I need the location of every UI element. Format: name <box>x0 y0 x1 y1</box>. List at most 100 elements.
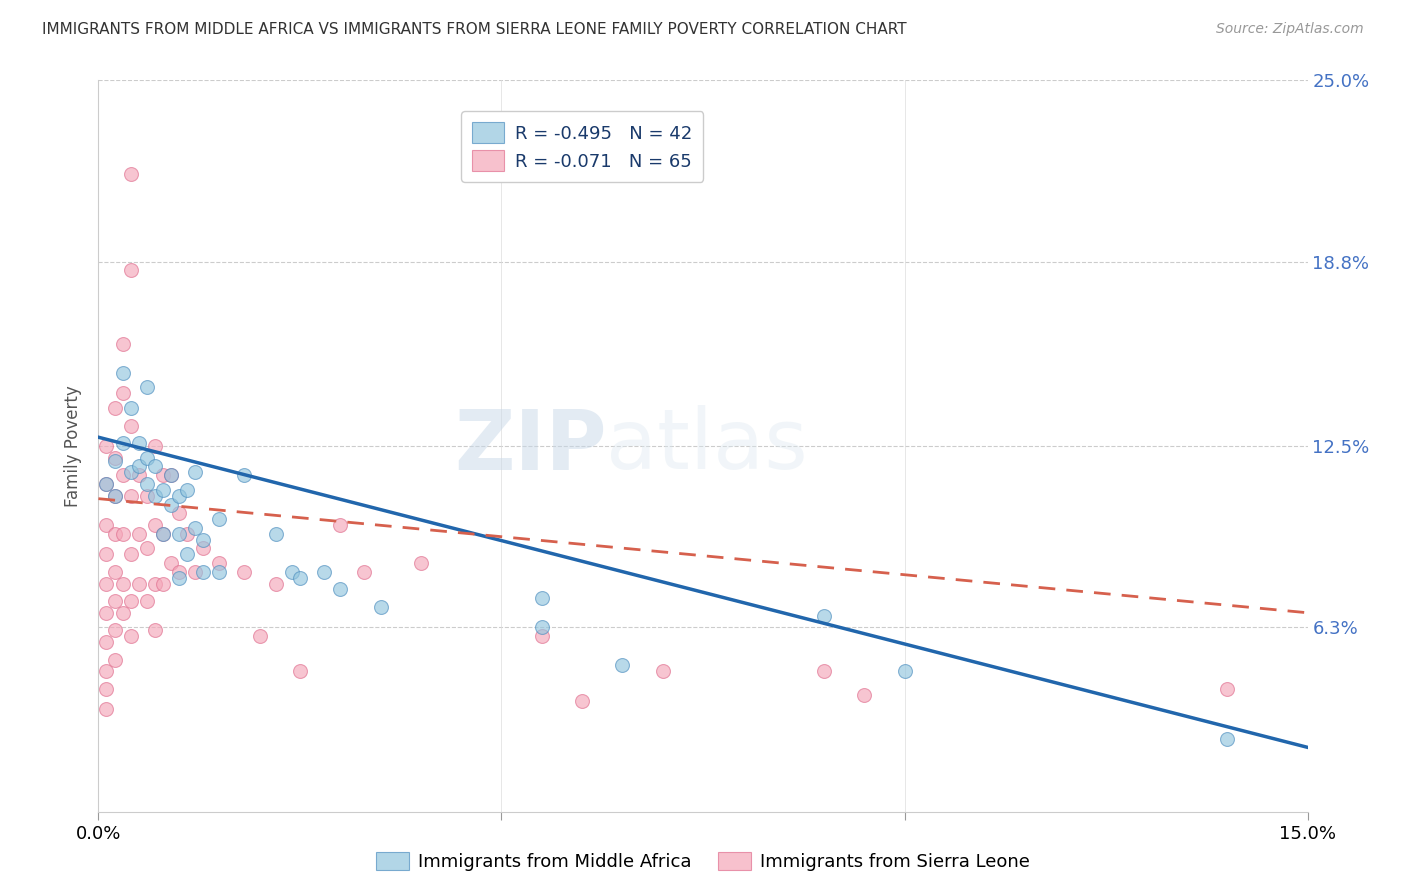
Point <box>135 541 157 556</box>
Point <box>152 483 174 497</box>
Point <box>103 401 125 415</box>
Point <box>232 468 254 483</box>
Point <box>111 366 134 380</box>
Point <box>135 450 157 465</box>
Point <box>103 489 125 503</box>
Point <box>103 594 125 608</box>
Point <box>152 576 174 591</box>
Point <box>96 439 118 453</box>
Point <box>314 565 336 579</box>
Point <box>135 380 157 394</box>
Point <box>120 418 142 433</box>
Point <box>193 533 215 547</box>
Point <box>370 599 392 614</box>
Point <box>176 547 198 561</box>
Point <box>353 565 375 579</box>
Point <box>249 629 271 643</box>
Point <box>111 336 134 351</box>
Point <box>329 518 352 533</box>
Point <box>103 489 125 503</box>
Legend: R = -0.495   N = 42, R = -0.071   N = 65: R = -0.495 N = 42, R = -0.071 N = 65 <box>461 112 703 182</box>
Point <box>208 556 231 570</box>
Point <box>96 702 118 716</box>
Point <box>167 571 190 585</box>
Point <box>160 498 183 512</box>
Point <box>111 576 134 591</box>
Point <box>167 526 190 541</box>
Point <box>152 526 174 541</box>
Point <box>1216 731 1239 746</box>
Point <box>160 556 183 570</box>
Point <box>120 629 142 643</box>
Point <box>111 468 134 483</box>
Point <box>409 556 432 570</box>
Point <box>128 526 150 541</box>
Text: ZIP: ZIP <box>454 406 606 486</box>
Point <box>281 565 304 579</box>
Point <box>184 565 207 579</box>
Point <box>103 624 125 638</box>
Point <box>120 489 142 503</box>
Point <box>167 506 190 520</box>
Point <box>530 591 553 606</box>
Point <box>167 565 190 579</box>
Point <box>120 547 142 561</box>
Point <box>176 483 198 497</box>
Point <box>111 386 134 401</box>
Point <box>96 665 118 679</box>
Point <box>135 594 157 608</box>
Point <box>111 606 134 620</box>
Point <box>128 576 150 591</box>
Point <box>143 439 166 453</box>
Point <box>329 582 352 597</box>
Point <box>96 477 118 491</box>
Point <box>184 466 207 480</box>
Point <box>1216 681 1239 696</box>
Point <box>135 477 157 491</box>
Point <box>143 624 166 638</box>
Point <box>143 489 166 503</box>
Point <box>232 565 254 579</box>
Point <box>160 468 183 483</box>
Point <box>152 468 174 483</box>
Text: IMMIGRANTS FROM MIDDLE AFRICA VS IMMIGRANTS FROM SIERRA LEONE FAMILY POVERTY COR: IMMIGRANTS FROM MIDDLE AFRICA VS IMMIGRA… <box>42 22 907 37</box>
Point <box>651 665 673 679</box>
Point <box>571 693 593 707</box>
Point <box>288 571 311 585</box>
Point <box>120 263 142 277</box>
Point <box>128 468 150 483</box>
Point <box>111 436 134 450</box>
Point <box>96 547 118 561</box>
Point <box>208 565 231 579</box>
Point <box>96 606 118 620</box>
Point <box>264 526 287 541</box>
Y-axis label: Family Poverty: Family Poverty <box>65 385 83 507</box>
Point <box>288 665 311 679</box>
Point <box>530 620 553 634</box>
Text: atlas: atlas <box>606 406 808 486</box>
Point <box>264 576 287 591</box>
Text: Source: ZipAtlas.com: Source: ZipAtlas.com <box>1216 22 1364 37</box>
Point <box>813 608 835 623</box>
Point <box>176 526 198 541</box>
Point <box>530 629 553 643</box>
Point <box>135 489 157 503</box>
Point <box>128 459 150 474</box>
Point <box>143 576 166 591</box>
Point <box>103 652 125 666</box>
Point <box>813 665 835 679</box>
Point <box>120 167 142 181</box>
Point <box>152 526 174 541</box>
Point <box>96 635 118 649</box>
Point <box>193 541 215 556</box>
Point <box>120 401 142 415</box>
Point <box>184 521 207 535</box>
Point <box>96 681 118 696</box>
Point <box>120 594 142 608</box>
Point <box>96 518 118 533</box>
Point <box>160 468 183 483</box>
Point <box>120 466 142 480</box>
Point <box>128 436 150 450</box>
Point <box>143 518 166 533</box>
Point <box>893 665 915 679</box>
